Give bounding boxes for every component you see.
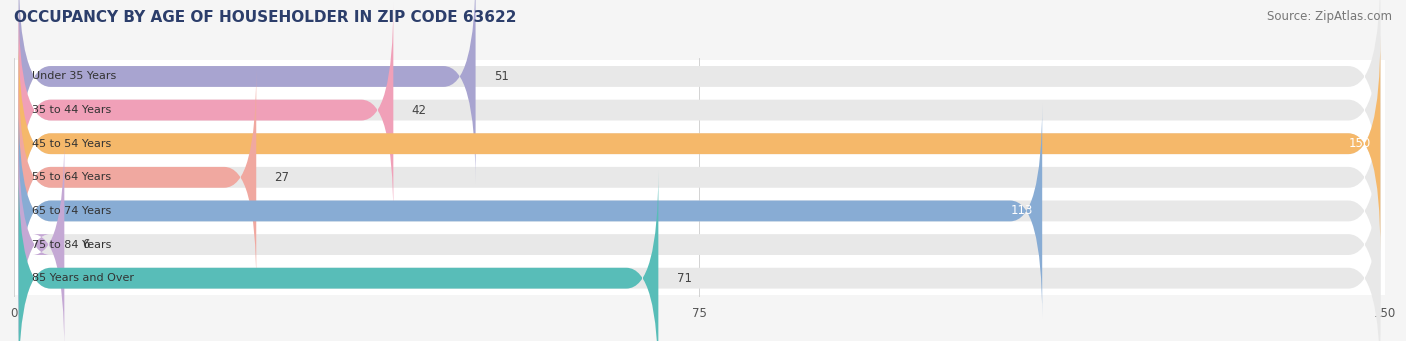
FancyBboxPatch shape bbox=[18, 3, 394, 217]
Bar bbox=[14, 93, 1385, 127]
Text: 85 Years and Over: 85 Years and Over bbox=[32, 273, 135, 283]
Text: 75 to 84 Years: 75 to 84 Years bbox=[32, 240, 111, 250]
FancyBboxPatch shape bbox=[18, 36, 1381, 251]
Bar bbox=[14, 194, 1385, 228]
FancyBboxPatch shape bbox=[18, 171, 658, 341]
Text: 55 to 64 Years: 55 to 64 Years bbox=[32, 172, 111, 182]
Text: 35 to 44 Years: 35 to 44 Years bbox=[32, 105, 111, 115]
FancyBboxPatch shape bbox=[18, 0, 475, 184]
Text: 27: 27 bbox=[274, 171, 290, 184]
Text: Source: ZipAtlas.com: Source: ZipAtlas.com bbox=[1267, 10, 1392, 23]
FancyBboxPatch shape bbox=[18, 137, 65, 341]
FancyBboxPatch shape bbox=[18, 104, 1381, 318]
FancyBboxPatch shape bbox=[18, 70, 256, 285]
Text: 113: 113 bbox=[1011, 205, 1033, 218]
Text: OCCUPANCY BY AGE OF HOUSEHOLDER IN ZIP CODE 63622: OCCUPANCY BY AGE OF HOUSEHOLDER IN ZIP C… bbox=[14, 10, 516, 25]
FancyBboxPatch shape bbox=[18, 70, 1381, 285]
Text: 42: 42 bbox=[412, 104, 426, 117]
Text: 150: 150 bbox=[1348, 137, 1371, 150]
Text: 65 to 74 Years: 65 to 74 Years bbox=[32, 206, 111, 216]
FancyBboxPatch shape bbox=[18, 137, 1381, 341]
Bar bbox=[14, 161, 1385, 194]
Bar bbox=[14, 60, 1385, 93]
Text: 51: 51 bbox=[494, 70, 509, 83]
Bar bbox=[14, 261, 1385, 295]
Bar bbox=[14, 127, 1385, 161]
Text: 45 to 54 Years: 45 to 54 Years bbox=[32, 139, 111, 149]
Text: 6: 6 bbox=[83, 238, 90, 251]
Text: Under 35 Years: Under 35 Years bbox=[32, 72, 117, 81]
FancyBboxPatch shape bbox=[18, 36, 1381, 251]
FancyBboxPatch shape bbox=[18, 3, 1381, 217]
Bar bbox=[14, 228, 1385, 261]
FancyBboxPatch shape bbox=[18, 0, 1381, 184]
FancyBboxPatch shape bbox=[18, 171, 1381, 341]
FancyBboxPatch shape bbox=[18, 104, 1042, 318]
Text: 71: 71 bbox=[676, 272, 692, 285]
